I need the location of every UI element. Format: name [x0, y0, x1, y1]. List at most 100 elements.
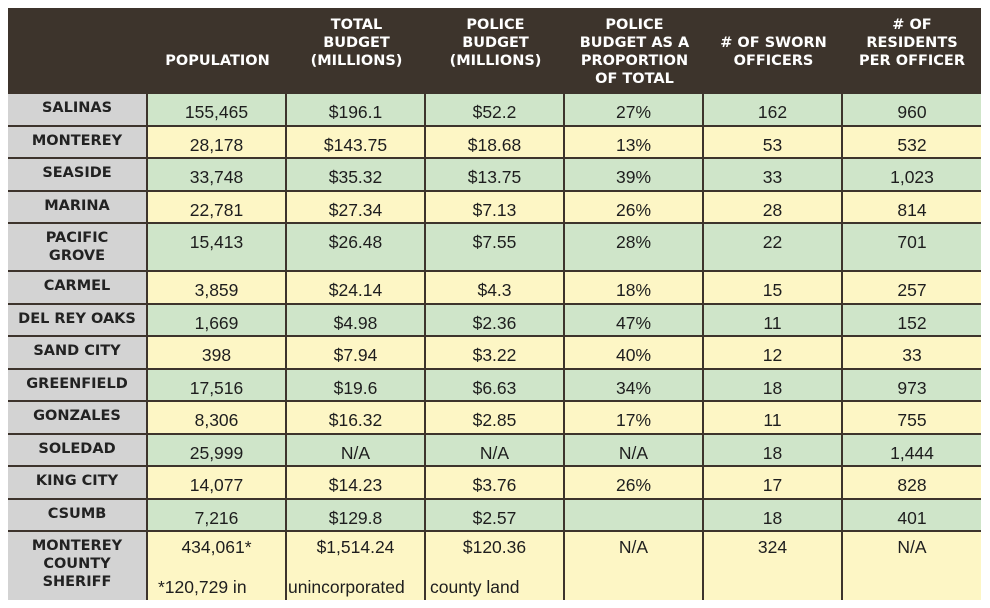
table-cell [565, 500, 702, 530]
cell-value: N/A [340, 443, 371, 463]
cell-value: 26% [615, 200, 652, 220]
table-cell: 11 [704, 305, 841, 335]
table-row: PACIFIC GROVE 15,413 $26.48 $7.55 28% 22 701 [8, 224, 981, 270]
table-cell: 1,444 [843, 435, 981, 465]
table-cell: 18 [704, 500, 841, 530]
table-cell: $35.32 [287, 159, 424, 190]
cell-value: 33 [902, 345, 922, 365]
table-cell: 152 [843, 305, 981, 335]
table-row: CARMEL 3,859 $24.14 $4.3 18% 15 257 [8, 272, 981, 303]
row-label: CSUMB [8, 500, 146, 530]
table-cell: 532 [843, 127, 981, 157]
table-cell: 973 [843, 370, 981, 400]
table-cell: $18.68 [426, 127, 563, 157]
table-cell: 11 [704, 402, 841, 433]
table-cell: 28 [704, 192, 841, 222]
table-cell: 26% [565, 192, 702, 222]
table-cell: 28% [565, 224, 702, 270]
cell-value: 53 [762, 135, 783, 155]
table-cell: $196.1 [287, 94, 424, 125]
table-cell: $120.36 [426, 532, 563, 600]
table-cell: 324 [704, 532, 841, 600]
cell-value: $52.2 [472, 102, 517, 122]
cell-value: $18.68 [467, 135, 522, 155]
table-cell: 434,061* [148, 532, 285, 600]
cell-value: 47% [615, 313, 652, 333]
table-cell: 1,669 [148, 305, 285, 335]
row-label-text: CSUMB [47, 506, 107, 522]
cell-value: 532 [897, 135, 927, 155]
row-label-text: MONTEREY COUNTY SHERIFF [31, 538, 123, 590]
cell-value: 960 [897, 102, 927, 122]
cell-value: $7.94 [333, 345, 378, 365]
row-label: MONTEREY [8, 127, 146, 157]
cell-value: N/A [897, 537, 927, 557]
cell-value: $2.36 [472, 313, 517, 333]
cell-value: 324 [757, 537, 788, 557]
table-cell: 701 [843, 224, 981, 270]
footnote-text: *120,729 in [158, 577, 247, 597]
cell-value: $7.55 [472, 232, 517, 252]
cell-value: $2.57 [472, 508, 517, 528]
table-cell: 960 [843, 94, 981, 125]
table-cell: 34% [565, 370, 702, 400]
cell-value: 34% [615, 378, 652, 398]
cell-value: 755 [897, 410, 927, 430]
cell-value: 1,023 [890, 167, 934, 187]
cell-value: 155,465 [184, 102, 249, 122]
cell-value: 398 [201, 345, 232, 365]
cell-value: 12 [762, 345, 783, 365]
table-cell: 33 [704, 159, 841, 190]
table-cell: 33 [843, 337, 981, 368]
table-cell: $4.98 [287, 305, 424, 335]
table-row: SALINAS 155,465 $196.1 $52.2 27% 162 960 [8, 94, 981, 125]
row-label: GREENFIELD [8, 370, 146, 400]
column-header-text: POPULATION [165, 53, 270, 69]
table-cell: $2.36 [426, 305, 563, 335]
cell-value: 401 [897, 508, 927, 528]
cell-value: $35.32 [328, 167, 383, 187]
table-row: CSUMB 7,216 $129.8 $2.57 18 401 [8, 500, 981, 530]
cell-value: 22 [762, 232, 783, 252]
cell-value: 11 [763, 410, 782, 430]
table-cell: $13.75 [426, 159, 563, 190]
row-label-text: MONTEREY [31, 133, 123, 149]
cell-value: 27% [615, 102, 652, 122]
cell-value: $14.23 [328, 475, 383, 495]
table-cell: 39% [565, 159, 702, 190]
cell-value: 1,669 [194, 313, 239, 333]
cell-value: $16.32 [328, 410, 383, 430]
row-label-text: PACIFIC GROVE [45, 230, 109, 264]
cell-value: $24.14 [328, 280, 383, 300]
cell-value: $26.48 [328, 232, 383, 252]
column-header-text: POLICE BUDGET AS A PROPORTION OF TOTAL [579, 17, 690, 87]
column-header: # OF RESIDENTS PER OFFICER [843, 8, 981, 94]
table-cell: 7,216 [148, 500, 285, 530]
cell-value: 152 [897, 313, 927, 333]
row-label: CARMEL [8, 272, 146, 303]
table-cell: N/A [843, 532, 981, 600]
table-cell: 3,859 [148, 272, 285, 303]
cell-value: 15 [762, 280, 783, 300]
row-label: GONZALES [8, 402, 146, 433]
row-label-text: SAND CITY [33, 343, 121, 359]
table-cell: 17,516 [148, 370, 285, 400]
row-label: PACIFIC GROVE [8, 224, 146, 270]
table-cell: $19.6 [287, 370, 424, 400]
cell-value: 1,444 [890, 443, 934, 463]
table-cell: $26.48 [287, 224, 424, 270]
table-cell: $7.55 [426, 224, 563, 270]
row-label-text: GREENFIELD [26, 376, 128, 392]
table-cell: 162 [704, 94, 841, 125]
cell-value: $27.34 [328, 200, 383, 220]
table-cell: 15,413 [148, 224, 285, 270]
table-row: SAND CITY 398 $7.94 $3.22 40% 12 33 [8, 337, 981, 368]
cell-value: N/A [618, 443, 649, 463]
cell-value: 40% [615, 345, 652, 365]
cell-value: $3.76 [472, 475, 517, 495]
table-cell: $2.57 [426, 500, 563, 530]
table-row: DEL REY OAKS 1,669 $4.98 $2.36 47% 11 152 [8, 305, 981, 335]
cell-value: 14,077 [189, 475, 244, 495]
cell-value: 15,413 [189, 232, 244, 252]
table-cell: 33,748 [148, 159, 285, 190]
